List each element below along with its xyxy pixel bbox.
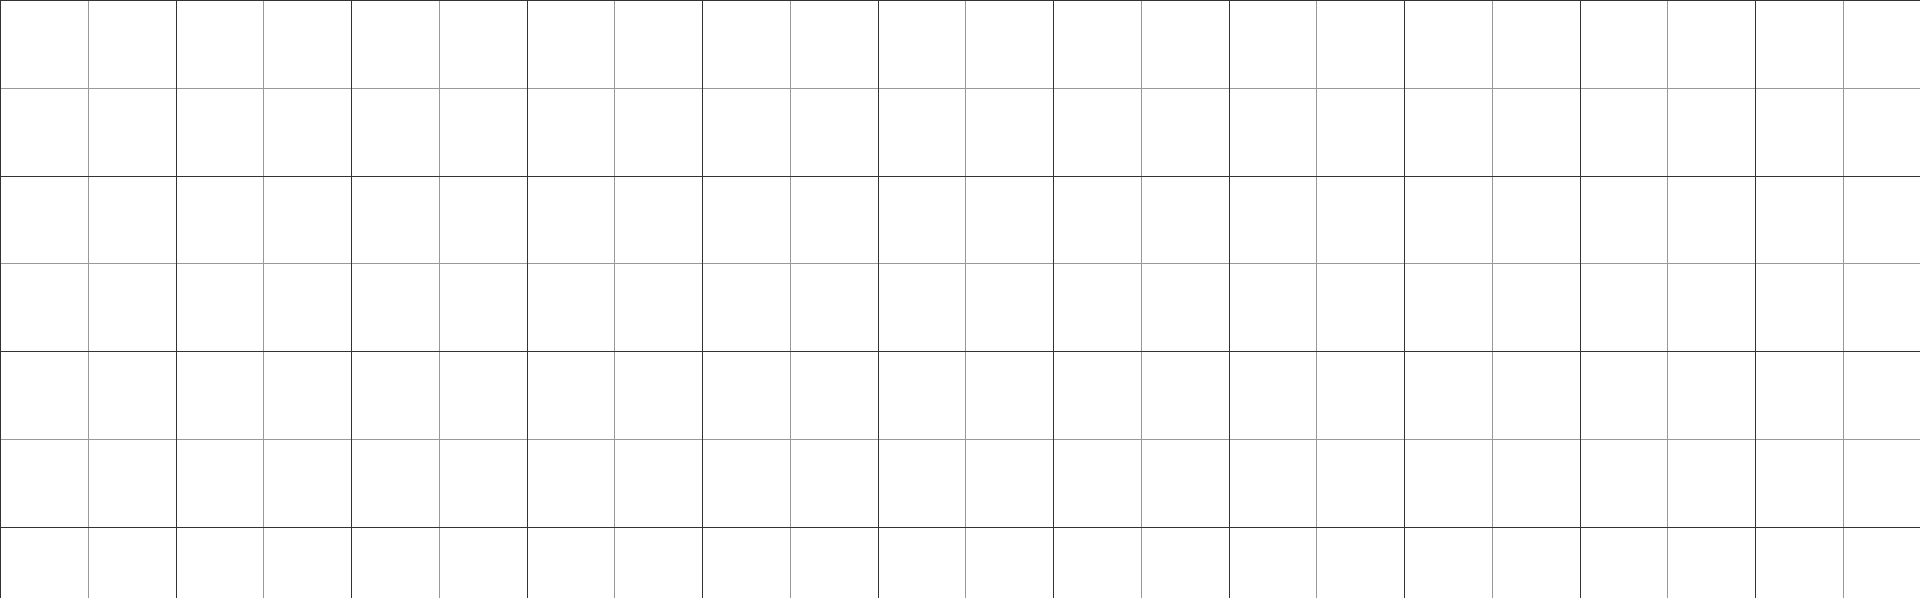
major-grid-lines: [0, 0, 1920, 598]
minor-grid-lines: [0, 0, 1920, 598]
grid-canvas[interactable]: [0, 0, 1920, 598]
